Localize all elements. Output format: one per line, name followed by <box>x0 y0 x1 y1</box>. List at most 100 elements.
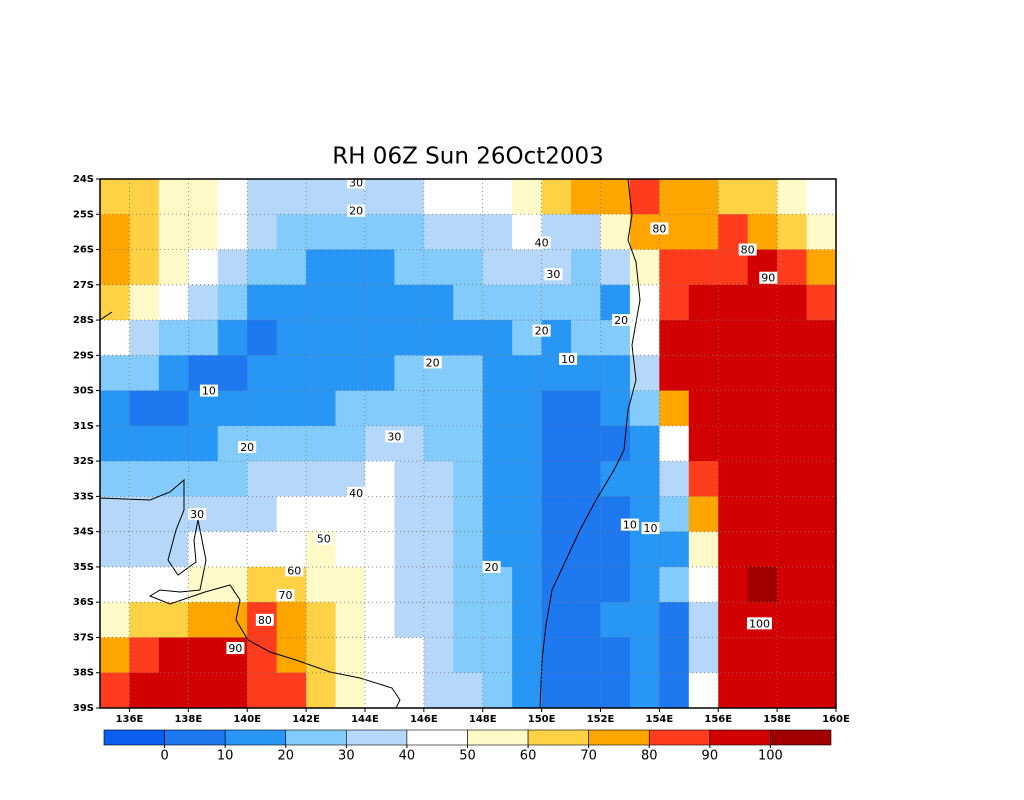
field-cell <box>129 496 160 533</box>
field-cell <box>217 461 248 497</box>
y-tick-label: 27S <box>73 280 94 291</box>
field-cell <box>306 672 337 708</box>
field-cell <box>423 425 454 462</box>
field-cell <box>423 179 454 215</box>
contour-label: 10 <box>202 385 216 398</box>
colorbar-label: 60 <box>520 749 537 764</box>
field-cell <box>482 214 513 251</box>
field-cell <box>629 672 660 708</box>
field-cell <box>688 320 719 356</box>
colorbar-box <box>648 729 711 746</box>
contour-label-bg <box>347 204 366 217</box>
field-cell <box>512 355 543 392</box>
y-tick-label: 30S <box>73 386 94 397</box>
contour-label: 90 <box>228 642 242 655</box>
field-cell <box>806 355 836 392</box>
field-cell <box>306 461 337 497</box>
field-cell <box>482 390 513 427</box>
field-cell <box>158 637 189 674</box>
field-cell <box>188 214 219 251</box>
field-cell <box>629 284 660 321</box>
field-cell <box>659 637 690 674</box>
field-cell <box>688 672 719 708</box>
field-cell <box>659 390 690 427</box>
field-cell <box>806 602 836 639</box>
y-tick-label: 31S <box>73 421 94 432</box>
field-cell <box>600 531 631 568</box>
field-cell <box>335 602 366 639</box>
field-cell <box>364 672 395 708</box>
field-cell <box>453 179 484 215</box>
field-cell <box>629 461 660 497</box>
field-cell <box>747 531 778 568</box>
coast-south <box>100 478 401 708</box>
field-cell <box>541 566 572 603</box>
field-cell <box>394 284 425 321</box>
field-cell <box>512 179 543 215</box>
field-cell <box>629 637 660 674</box>
field-cell <box>247 284 278 321</box>
field-cell <box>747 425 778 462</box>
coastline <box>100 179 641 708</box>
field-cell <box>129 531 160 568</box>
field-cell <box>600 249 631 286</box>
field-cell <box>453 672 484 708</box>
field-cell <box>718 284 749 321</box>
field-cell <box>217 249 248 286</box>
field-cell <box>747 320 778 356</box>
field-cell <box>364 461 395 497</box>
field-cell <box>423 284 454 321</box>
field-cell <box>100 284 131 321</box>
field-cell <box>217 496 248 533</box>
field-cell <box>571 602 602 639</box>
field-cell <box>129 284 160 321</box>
field-cell <box>718 461 749 497</box>
field-cell <box>129 355 160 392</box>
field-cell <box>512 461 543 497</box>
field-cell <box>747 566 778 603</box>
field-cell <box>129 214 160 251</box>
colorbar-box <box>527 729 589 746</box>
field-cell <box>158 179 189 215</box>
field-cell <box>806 672 836 708</box>
x-tick-label: 158E <box>763 714 791 725</box>
coast-east <box>539 179 641 708</box>
field-cell <box>217 566 248 603</box>
field-cell <box>158 249 189 286</box>
contour-label: 20 <box>535 325 549 338</box>
field-cell <box>659 566 690 603</box>
field-cell <box>777 320 808 356</box>
contour-label: 40 <box>535 236 549 249</box>
field-cell <box>600 602 631 639</box>
field-cell <box>659 355 690 392</box>
field-cell <box>276 284 307 321</box>
field-cell <box>718 496 749 533</box>
contour-label: 30 <box>349 177 363 190</box>
field-cell <box>747 284 778 321</box>
contour-labels: 30 20 80 40 80 30 90 20 20 20 10 10 30 20 40 30 10 10 50 20… <box>188 176 778 655</box>
field-cell <box>335 496 366 533</box>
colorbar-box <box>709 729 771 746</box>
field-cell <box>364 390 395 427</box>
colorbar-label: 40 <box>399 749 416 764</box>
field-cell <box>482 637 513 674</box>
field-cell <box>306 566 337 603</box>
field-cell <box>541 461 572 497</box>
field-cell <box>364 179 395 215</box>
colorbar-label: 20 <box>277 749 294 764</box>
field-cell <box>659 249 690 286</box>
field-cell <box>217 179 248 215</box>
field-cell <box>364 249 395 286</box>
colorbar-box <box>467 729 529 746</box>
field-cell <box>482 355 513 392</box>
contour-label: 30 <box>387 430 401 443</box>
field-cell <box>806 637 836 674</box>
field-cell <box>659 496 690 533</box>
field-cell <box>217 672 248 708</box>
field-cell <box>688 602 719 639</box>
contour-label-bg <box>385 430 404 443</box>
field-cell <box>247 390 278 427</box>
field <box>100 179 836 708</box>
field-cell <box>276 214 307 251</box>
x-tick-label: 144E <box>351 714 379 725</box>
